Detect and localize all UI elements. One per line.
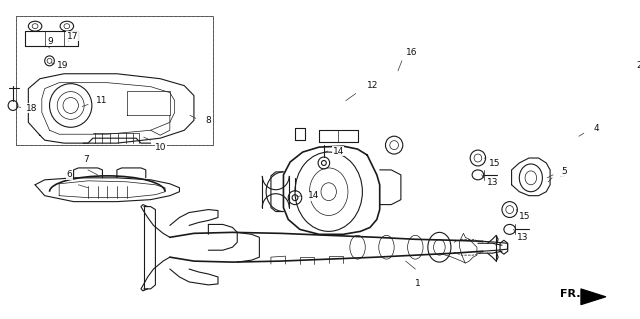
Text: 18: 18 (26, 104, 38, 113)
Text: 16: 16 (406, 48, 417, 57)
Text: 3: 3 (560, 170, 566, 179)
Text: 2: 2 (637, 61, 640, 70)
Text: 7: 7 (83, 155, 89, 165)
Text: 11: 11 (96, 96, 108, 105)
Polygon shape (581, 289, 606, 305)
Text: 19: 19 (57, 61, 68, 70)
Polygon shape (16, 16, 213, 145)
Text: 9: 9 (47, 37, 53, 46)
Text: 4: 4 (593, 124, 599, 133)
Text: FR.: FR. (560, 289, 580, 299)
Text: 15: 15 (488, 160, 500, 168)
Text: 10: 10 (156, 143, 167, 152)
Text: 13: 13 (517, 233, 529, 242)
Text: 14: 14 (307, 191, 319, 200)
Text: 6: 6 (67, 170, 72, 179)
Text: 13: 13 (486, 178, 498, 187)
Text: 14: 14 (333, 146, 344, 156)
Text: 8: 8 (205, 116, 211, 125)
Text: 17: 17 (67, 32, 78, 41)
Text: 5: 5 (562, 167, 568, 176)
Text: 15: 15 (519, 212, 531, 221)
Text: 1: 1 (415, 279, 421, 288)
Text: 12: 12 (367, 81, 379, 90)
